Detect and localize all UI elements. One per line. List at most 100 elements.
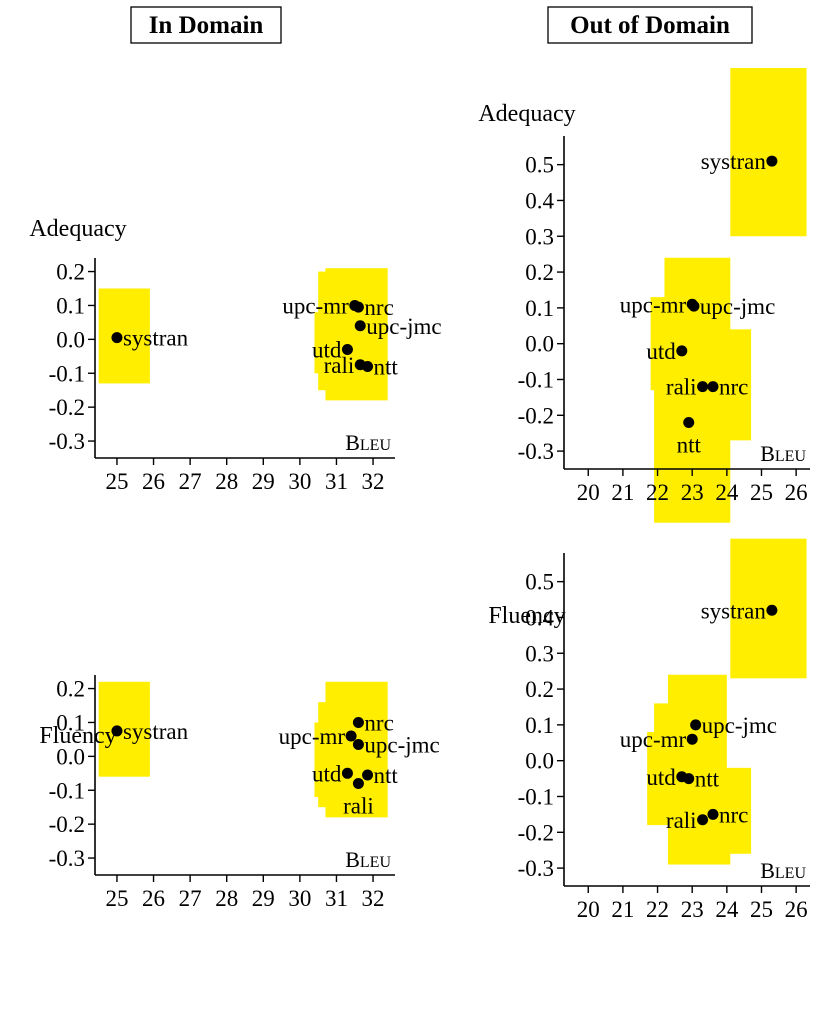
x-tick-label: 25 bbox=[750, 480, 773, 505]
point-label-systran: systran bbox=[123, 719, 189, 744]
x-tick-label: 25 bbox=[750, 897, 773, 922]
y-tick-label: 0.2 bbox=[525, 677, 554, 702]
y-tick-label: 0.1 bbox=[525, 296, 554, 321]
y-tick-label: -0.1 bbox=[518, 367, 554, 392]
y-tick-label: 0.4 bbox=[525, 188, 554, 213]
point-label-rali: rali bbox=[343, 793, 374, 818]
y-axis-title: Fluency bbox=[488, 603, 565, 629]
x-tick-label: 30 bbox=[288, 469, 311, 494]
chart-in-domain-adequacy: 25 26 27 28 29 30 31 32 0.2 0.1 0.0 -0.1 -0.2 -0.3 Ade… bbox=[29, 216, 441, 494]
data-point-utd bbox=[341, 767, 353, 779]
y-axis-title: Fluency bbox=[39, 723, 116, 749]
y-tick-label: -0.1 bbox=[518, 784, 554, 809]
y-tick-label: -0.3 bbox=[49, 429, 85, 454]
point-label-nrc: nrc bbox=[719, 375, 748, 400]
header-in-domain: In Domain bbox=[130, 6, 282, 44]
data-point-upc-jmc bbox=[690, 719, 702, 731]
point-label-nrc: nrc bbox=[364, 295, 393, 320]
x-axis-title: BLEU bbox=[760, 441, 806, 466]
point-label-utd: utd bbox=[646, 339, 676, 364]
x-tick-label: 24 bbox=[715, 480, 739, 505]
point-label-rali: rali bbox=[324, 353, 355, 378]
data-point-nrc bbox=[707, 808, 719, 820]
x-tick-label: 23 bbox=[681, 480, 704, 505]
range-box bbox=[98, 288, 150, 384]
y-tick-label: 0.3 bbox=[525, 224, 554, 249]
range-box bbox=[98, 681, 150, 777]
x-tick-label: 28 bbox=[215, 886, 238, 911]
data-point-rali bbox=[352, 777, 364, 789]
data-point-upc-mr bbox=[686, 733, 698, 745]
y-tick-label: 0.0 bbox=[525, 332, 554, 357]
point-label-utd: utd bbox=[312, 338, 342, 363]
x-tick-label: 21 bbox=[611, 897, 634, 922]
point-label-upc-mr: upc-mr bbox=[279, 724, 346, 749]
x-tick-label: 32 bbox=[362, 469, 385, 494]
y-tick-label: 0.1 bbox=[56, 293, 85, 318]
point-label-nrc: nrc bbox=[364, 710, 393, 735]
data-point-upc-mr bbox=[345, 730, 357, 742]
data-point-ntt bbox=[362, 360, 374, 372]
range-box bbox=[314, 312, 363, 374]
point-label-upc-jmc: upc-jmc bbox=[702, 713, 777, 738]
range-box bbox=[730, 67, 807, 237]
x-tick-label: 30 bbox=[288, 886, 311, 911]
y-tick-label: 0.2 bbox=[56, 677, 85, 702]
x-axis-title-initial: B bbox=[345, 430, 360, 455]
data-point-systran bbox=[766, 155, 778, 167]
data-point-ntt bbox=[683, 416, 695, 428]
y-tick-label: -0.1 bbox=[49, 778, 85, 803]
y-tick-label: -0.3 bbox=[518, 856, 554, 881]
chart-in-domain-fluency: 25 26 27 28 29 30 31 32 0.2 0.1 0.0 -0.1 -0.2 -0.3 Flu… bbox=[39, 675, 440, 911]
x-tick-label: 31 bbox=[325, 469, 348, 494]
x-tick-label: 28 bbox=[215, 469, 238, 494]
x-tick-label: 29 bbox=[252, 886, 275, 911]
x-tick-label: 20 bbox=[577, 480, 600, 505]
point-label-utd: utd bbox=[312, 761, 342, 786]
x-axis-title: BLEU bbox=[345, 430, 391, 455]
point-label-rali: rali bbox=[666, 808, 697, 833]
point-label-ntt: ntt bbox=[374, 354, 399, 379]
data-point-rali bbox=[697, 814, 709, 826]
data-point-nrc bbox=[352, 716, 364, 728]
point-label-systran: systran bbox=[123, 326, 189, 351]
y-tick-label: -0.2 bbox=[518, 820, 554, 845]
y-tick-label: -0.2 bbox=[518, 403, 554, 428]
point-label-upc-mr: upc-mr bbox=[282, 293, 349, 318]
y-tick-label: 0.0 bbox=[56, 744, 85, 769]
x-tick-label: 27 bbox=[179, 469, 202, 494]
y-tick-label: 0.0 bbox=[56, 327, 85, 352]
y-tick-label: -0.3 bbox=[49, 846, 85, 871]
point-label-upc-mr: upc-mr bbox=[620, 727, 687, 752]
data-point-nrc bbox=[707, 381, 719, 393]
x-tick-label: 20 bbox=[577, 897, 600, 922]
x-axis-title-initial: B bbox=[760, 858, 775, 883]
x-tick-label: 32 bbox=[362, 886, 385, 911]
y-tick-label: 0.1 bbox=[525, 713, 554, 738]
header-box bbox=[130, 6, 282, 44]
point-label-systran: systran bbox=[701, 598, 767, 623]
data-points: systran upc-mr upc-jmc utd rali nrc ntt bbox=[620, 149, 778, 457]
data-point-systran bbox=[111, 332, 123, 344]
point-label-upc-jmc: upc-jmc bbox=[364, 732, 439, 757]
point-label-upc-jmc: upc-jmc bbox=[366, 314, 441, 339]
y-axis-title: Adequacy bbox=[29, 216, 126, 242]
x-axis-title-initial: B bbox=[345, 847, 360, 872]
x-tick-label: 26 bbox=[785, 480, 808, 505]
x-axis-title-rest: LEU bbox=[775, 865, 807, 882]
data-point-upc-jmc bbox=[352, 738, 364, 750]
x-tick-label: 27 bbox=[179, 886, 202, 911]
data-point-nrc bbox=[352, 301, 364, 313]
x-tick-label: 25 bbox=[105, 886, 128, 911]
data-point-systran bbox=[111, 725, 123, 737]
axes: 25 26 27 28 29 30 31 32 0.2 0.1 0.0 -0.1 -0.2 -0.3 bbox=[49, 258, 395, 494]
axes: 20 21 22 23 24 25 26 0.5 0.4 0.3 0.2 0.1 0.0 -0.1 -0.2… bbox=[518, 136, 810, 505]
point-label-rali: rali bbox=[666, 375, 697, 400]
data-point-systran bbox=[766, 604, 778, 616]
header-title: Out of Domain bbox=[570, 12, 730, 39]
x-tick-label: 29 bbox=[252, 469, 275, 494]
